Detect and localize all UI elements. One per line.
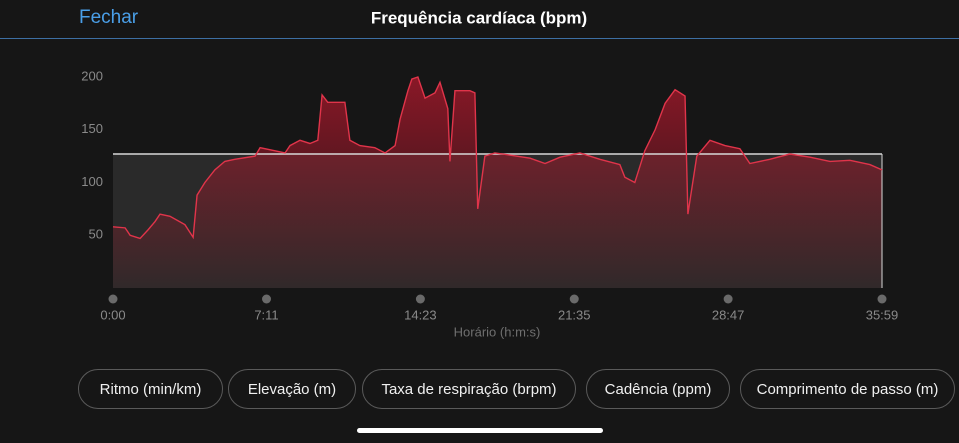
x-tick-dot (262, 294, 272, 304)
metric-button[interactable]: Cadência (ppm) (586, 369, 730, 409)
x-tick-label: 21:35 (558, 307, 591, 322)
x-tick-label: 35:59 (866, 307, 899, 322)
y-tick-label: 50 (89, 227, 103, 242)
x-axis-label: Horário (h:m:s) (454, 324, 541, 339)
close-button[interactable]: Fechar (79, 7, 139, 28)
x-tick-label: 14:23 (404, 307, 437, 322)
x-tick-label: 28:47 (712, 307, 745, 322)
home-indicator (357, 428, 603, 433)
metric-button[interactable]: Elevação (m) (228, 369, 356, 409)
plot: 50 100 150 200 0:00 7:11 14:23 21:35 28:47 35:59 (81, 68, 898, 322)
y-tick-label: 200 (81, 68, 103, 83)
metric-button[interactable]: Comprimento de passo (m) (740, 369, 955, 409)
metric-button[interactable]: Taxa de respiração (brpm) (362, 369, 576, 409)
x-tick-dot (415, 294, 425, 304)
y-tick-label: 150 (81, 121, 103, 136)
x-tick-dot (723, 294, 733, 304)
y-tick-label: 100 (81, 174, 103, 189)
metric-button[interactable]: Ritmo (min/km) (78, 369, 223, 409)
x-tick-label: 0:00 (100, 307, 125, 322)
hr-line (112, 76, 883, 240)
screen-title: Frequência cardíaca (bpm) (371, 8, 587, 27)
hr-area (113, 77, 882, 288)
x-tick-dot (108, 294, 118, 304)
x-tick-dot (569, 294, 579, 304)
x-tick-label: 7:11 (254, 307, 278, 322)
x-tick-dot (877, 294, 887, 304)
